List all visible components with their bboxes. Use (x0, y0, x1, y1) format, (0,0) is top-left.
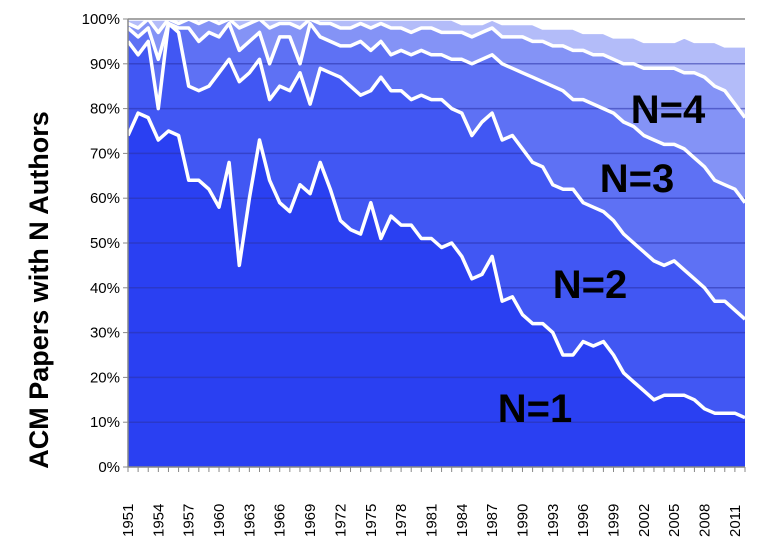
x-tick-label: 1999 (606, 504, 623, 537)
area-n-1 (128, 113, 745, 467)
series-label-n-2: N=2 (553, 263, 628, 307)
x-tick-label: 2005 (666, 504, 683, 537)
series-label-n-1: N=1 (498, 387, 573, 431)
y-tick-label: 50% (90, 235, 120, 252)
x-tick-label: 1963 (241, 504, 258, 537)
y-tick-label: 70% (90, 145, 120, 162)
x-tick-label: 1969 (302, 504, 319, 537)
series-label-n-4: N=4 (631, 88, 706, 132)
x-tick-label: 1978 (393, 504, 410, 537)
y-tick-label: 30% (90, 325, 120, 342)
x-tick-label: 2008 (697, 504, 714, 537)
x-tick-label: 1966 (272, 504, 289, 537)
y-axis-label: ACM Papers with N Authors (24, 111, 54, 469)
x-tick-label: 1993 (545, 504, 562, 537)
x-tick-label: 1957 (181, 504, 198, 537)
x-tick-label: 1981 (423, 504, 440, 537)
x-tick-label: 1975 (363, 504, 380, 537)
series-label-n-3: N=3 (600, 157, 675, 201)
x-tick-label: 1996 (575, 504, 592, 537)
line-n-3 (126, 21, 747, 204)
y-tick-label: 20% (90, 369, 120, 386)
line-n-1 (126, 111, 746, 420)
x-tick-label: 1987 (484, 504, 501, 537)
y-tick-label: 10% (90, 414, 120, 431)
y-tick-label: 60% (90, 190, 120, 207)
x-tick-label: 1972 (332, 504, 349, 537)
x-tick-label: 1951 (120, 504, 137, 537)
x-tick-label: 1984 (454, 504, 471, 537)
x-tick-label: 2002 (636, 504, 653, 537)
y-tick-label: 0% (98, 459, 120, 476)
line-n-2 (126, 21, 747, 321)
y-tick-label: 100% (82, 11, 120, 28)
y-tick-label: 40% (90, 280, 120, 297)
x-tick-label: 2011 (727, 505, 744, 537)
y-tick-label: 80% (90, 101, 120, 118)
x-tick-label: 1954 (150, 504, 167, 537)
x-tick-label: 1990 (514, 504, 531, 537)
x-tick-label: 1960 (211, 504, 228, 537)
y-tick-label: 90% (90, 56, 120, 73)
